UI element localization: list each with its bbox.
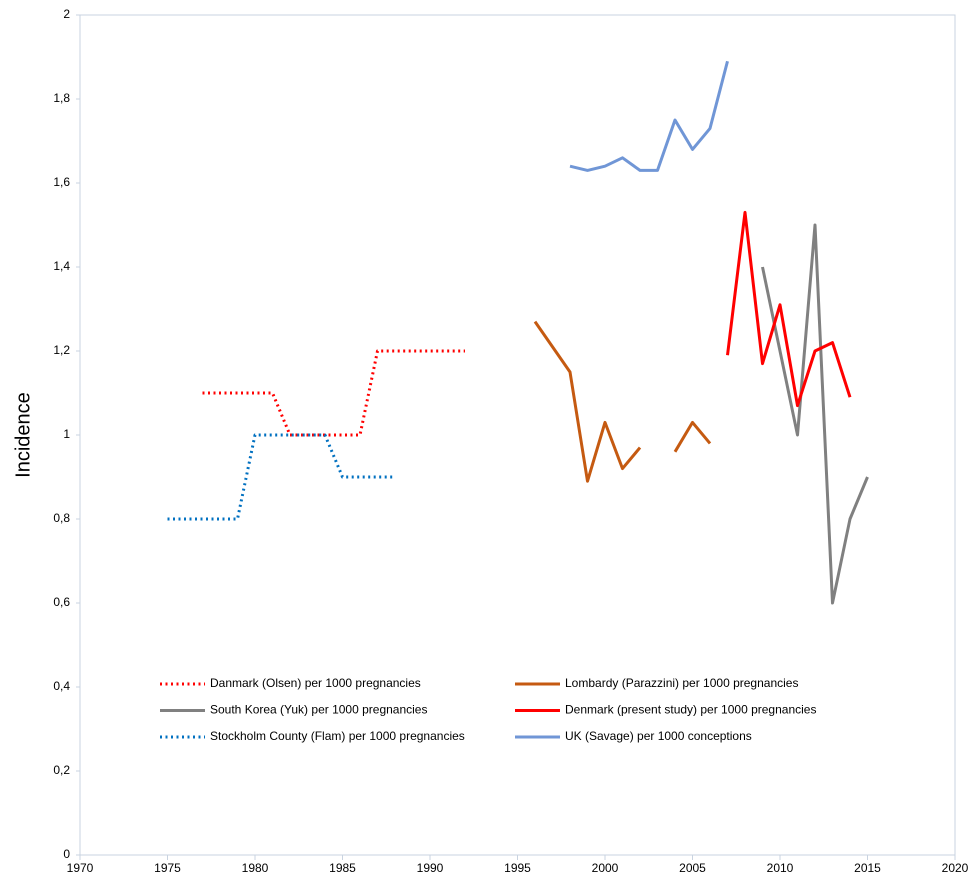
- legend-label: South Korea (Yuk) per 1000 pregnancies: [210, 703, 427, 717]
- y-tick-label: 0,4: [53, 679, 70, 693]
- x-tick-label: 1985: [329, 861, 356, 875]
- x-tick-label: 1980: [242, 861, 269, 875]
- y-tick-label: 1,2: [53, 343, 70, 357]
- y-tick-label: 1: [63, 427, 70, 441]
- y-tick-label: 0,2: [53, 763, 70, 777]
- series-line: [533, 320, 712, 483]
- series-line: [202, 349, 465, 437]
- x-tick-label: 1975: [154, 861, 181, 875]
- y-tick-label: 1,6: [53, 175, 70, 189]
- series-line: [726, 210, 852, 408]
- y-tick-label: 0: [63, 847, 70, 861]
- x-tick-label: 2000: [592, 861, 619, 875]
- legend-label: Danmark (Olsen) per 1000 pregnancies: [210, 676, 421, 690]
- y-tick-label: 1,4: [53, 259, 70, 273]
- y-tick-label: 1,8: [53, 91, 70, 105]
- legend-label: Lombardy (Parazzini) per 1000 pregnancie…: [565, 676, 798, 690]
- y-axis-label: Incidence: [12, 392, 34, 478]
- y-tick-label: 0,8: [53, 511, 70, 525]
- legend-label: Stockholm County (Flam) per 1000 pregnan…: [210, 729, 465, 743]
- legend-label: UK (Savage) per 1000 conceptions: [565, 729, 752, 743]
- series-line: [761, 223, 869, 605]
- x-tick-label: 1995: [504, 861, 531, 875]
- x-tick-label: 2015: [854, 861, 881, 875]
- y-tick-label: 0,6: [53, 595, 70, 609]
- x-tick-label: 2020: [942, 861, 969, 875]
- x-tick-label: 2010: [767, 861, 794, 875]
- x-tick-label: 2005: [679, 861, 706, 875]
- x-tick-label: 1970: [67, 861, 94, 875]
- series-line: [167, 433, 395, 521]
- y-tick-label: 2: [63, 7, 70, 21]
- legend-label: Denmark (present study) per 1000 pregnan…: [565, 703, 816, 717]
- x-tick-label: 1990: [417, 861, 444, 875]
- series-line: [569, 60, 729, 172]
